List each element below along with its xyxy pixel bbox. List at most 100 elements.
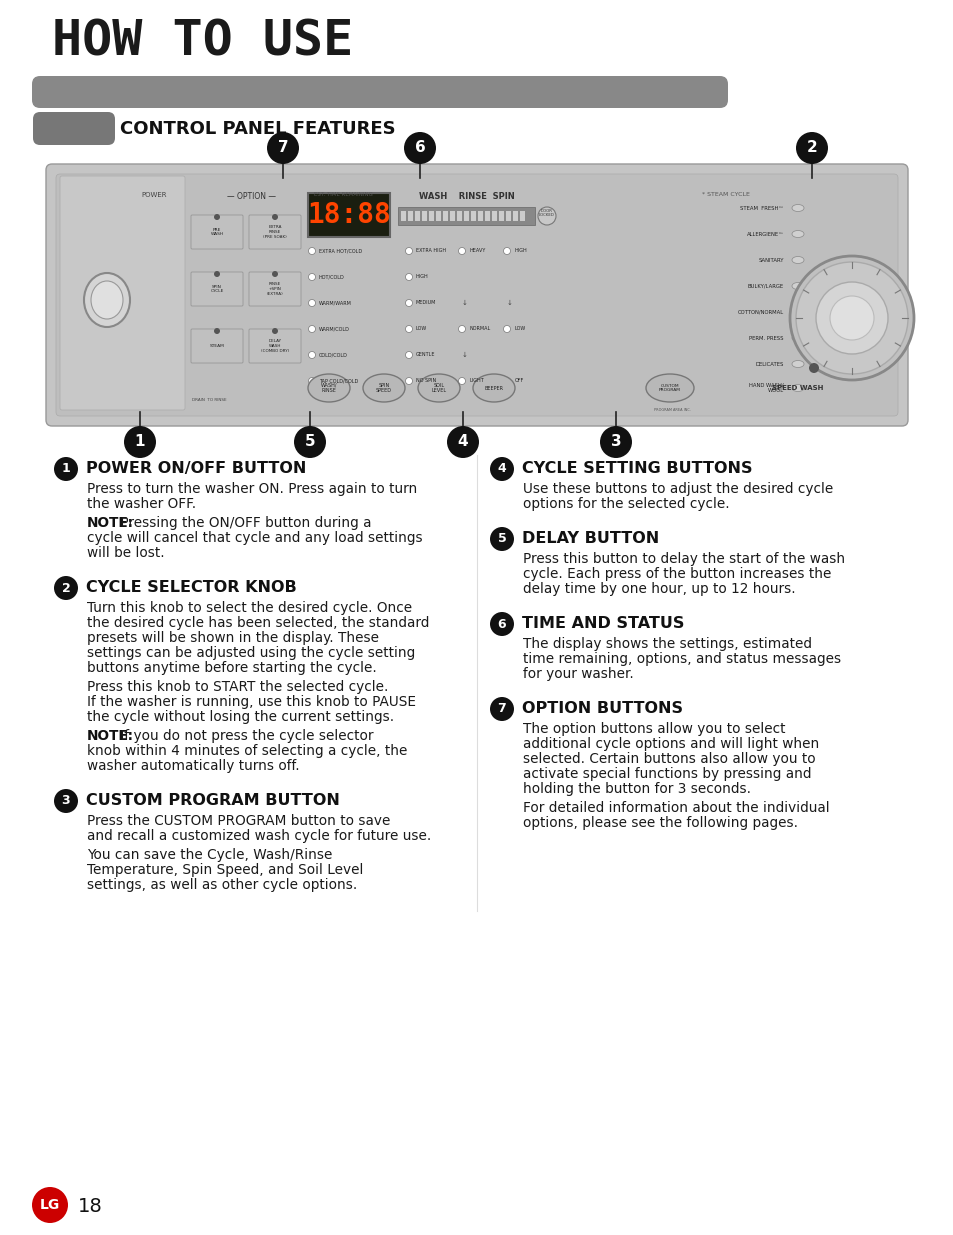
Ellipse shape [308, 374, 350, 403]
Circle shape [503, 378, 510, 384]
Text: GENTLE: GENTLE [416, 352, 435, 357]
Circle shape [308, 378, 315, 384]
Text: settings, as well as other cycle options.: settings, as well as other cycle options… [87, 878, 356, 892]
Text: CYCLE SELECTOR KNOB: CYCLE SELECTOR KNOB [86, 580, 296, 595]
Ellipse shape [791, 361, 803, 368]
Circle shape [447, 426, 478, 458]
Text: 6: 6 [415, 141, 425, 156]
Text: will be lost.: will be lost. [87, 546, 165, 559]
Text: MEDIUM: MEDIUM [416, 300, 436, 305]
Circle shape [829, 296, 873, 340]
Text: HIGH: HIGH [515, 248, 527, 253]
Text: STEAM: STEAM [210, 345, 224, 348]
Text: the desired cycle has been selected, the standard: the desired cycle has been selected, the… [87, 616, 429, 630]
Text: SPIN
SPEED: SPIN SPEED [375, 383, 392, 394]
Text: Press to turn the washer ON. Press again to turn: Press to turn the washer ON. Press again… [87, 482, 416, 496]
Text: TIME AND STATUS: TIME AND STATUS [521, 616, 683, 631]
Text: SANITARY: SANITARY [758, 258, 783, 263]
Circle shape [308, 352, 315, 358]
Text: HIGH: HIGH [416, 274, 428, 279]
Circle shape [405, 273, 412, 280]
Text: SOIL
LEVEL: SOIL LEVEL [431, 383, 446, 394]
FancyBboxPatch shape [33, 112, 115, 144]
Text: LIGHT: LIGHT [470, 378, 484, 384]
Text: NO SPIN: NO SPIN [416, 378, 436, 384]
Text: for your washer.: for your washer. [522, 667, 633, 680]
Text: HOT/COLD: HOT/COLD [318, 274, 344, 279]
Text: 4: 4 [457, 435, 468, 450]
Circle shape [458, 378, 465, 384]
Text: WARM/COLD: WARM/COLD [318, 326, 350, 331]
Circle shape [599, 426, 631, 458]
Text: COLD/COLD: COLD/COLD [318, 352, 348, 357]
Text: HEAVY: HEAVY [470, 248, 486, 253]
Text: You can save the Cycle, Wash/Rinse: You can save the Cycle, Wash/Rinse [87, 848, 332, 862]
Circle shape [405, 300, 412, 306]
FancyBboxPatch shape [477, 211, 482, 221]
Circle shape [308, 247, 315, 254]
Circle shape [490, 697, 514, 721]
Text: 18:88: 18:88 [307, 201, 391, 228]
Circle shape [789, 256, 913, 380]
Text: selected. Certain buttons also allow you to: selected. Certain buttons also allow you… [522, 752, 815, 766]
Text: DELAY
WASH
(COMBO DRY): DELAY WASH (COMBO DRY) [260, 340, 289, 353]
Ellipse shape [791, 205, 803, 211]
FancyBboxPatch shape [415, 211, 419, 221]
Circle shape [54, 457, 78, 480]
Text: The option buttons allow you to select: The option buttons allow you to select [522, 722, 784, 736]
Ellipse shape [791, 283, 803, 289]
FancyBboxPatch shape [505, 211, 511, 221]
Text: EXTRA
RINSE
(PRE SOAK): EXTRA RINSE (PRE SOAK) [263, 226, 287, 238]
Text: BEEPER: BEEPER [484, 385, 503, 390]
FancyBboxPatch shape [308, 193, 390, 237]
FancyBboxPatch shape [397, 207, 535, 225]
Circle shape [124, 426, 156, 458]
Text: Temperature, Spin Speed, and Soil Level: Temperature, Spin Speed, and Soil Level [87, 863, 363, 877]
Circle shape [32, 1187, 68, 1223]
Text: OPTION BUTTONS: OPTION BUTTONS [521, 701, 682, 716]
Ellipse shape [791, 309, 803, 315]
Text: Press this knob to START the selected cycle.: Press this knob to START the selected cy… [87, 680, 388, 694]
Text: POWER ON/OFF BUTTON: POWER ON/OFF BUTTON [86, 461, 306, 475]
Text: DOOR
LOCKED: DOOR LOCKED [538, 209, 555, 217]
Text: 3: 3 [62, 794, 71, 808]
Circle shape [503, 247, 510, 254]
FancyBboxPatch shape [442, 211, 448, 221]
Circle shape [272, 329, 277, 333]
FancyBboxPatch shape [429, 211, 434, 221]
Text: POWER: POWER [141, 191, 167, 198]
Text: LG: LG [40, 1198, 60, 1212]
Text: CUSTOM PROGRAM BUTTON: CUSTOM PROGRAM BUTTON [86, 793, 339, 808]
Circle shape [308, 326, 315, 332]
Text: EXTRA HIGH: EXTRA HIGH [416, 248, 446, 253]
Text: NOTE:: NOTE: [87, 516, 133, 530]
Text: 1: 1 [62, 462, 71, 475]
Circle shape [815, 282, 887, 354]
Circle shape [808, 363, 818, 373]
Text: PROGRAM AREA INC.: PROGRAM AREA INC. [653, 408, 690, 412]
FancyBboxPatch shape [56, 174, 897, 416]
FancyBboxPatch shape [450, 211, 455, 221]
Ellipse shape [791, 231, 803, 237]
Text: options for the selected cycle.: options for the selected cycle. [522, 496, 729, 511]
Circle shape [294, 426, 326, 458]
Text: 7: 7 [277, 141, 288, 156]
Text: — OPTION —: — OPTION — [227, 191, 276, 201]
Text: CONTROL PANEL FEATURES: CONTROL PANEL FEATURES [120, 120, 395, 138]
Text: 2: 2 [806, 141, 817, 156]
FancyBboxPatch shape [471, 211, 476, 221]
FancyBboxPatch shape [32, 77, 727, 107]
Circle shape [308, 300, 315, 306]
Text: ↓: ↓ [506, 300, 513, 306]
FancyBboxPatch shape [249, 329, 301, 363]
Text: 4: 4 [497, 462, 506, 475]
Circle shape [213, 329, 220, 333]
Text: TAP COLD/COLD: TAP COLD/COLD [318, 378, 358, 384]
Circle shape [490, 527, 514, 551]
Ellipse shape [791, 257, 803, 263]
Text: WASH/
RINSE: WASH/ RINSE [320, 383, 337, 394]
Text: Press this button to delay the start of the wash: Press this button to delay the start of … [522, 552, 844, 566]
Text: Turn this knob to select the desired cycle. Once: Turn this knob to select the desired cyc… [87, 601, 412, 615]
Text: buttons anytime before starting the cycle.: buttons anytime before starting the cycl… [87, 661, 376, 676]
Ellipse shape [84, 273, 130, 327]
